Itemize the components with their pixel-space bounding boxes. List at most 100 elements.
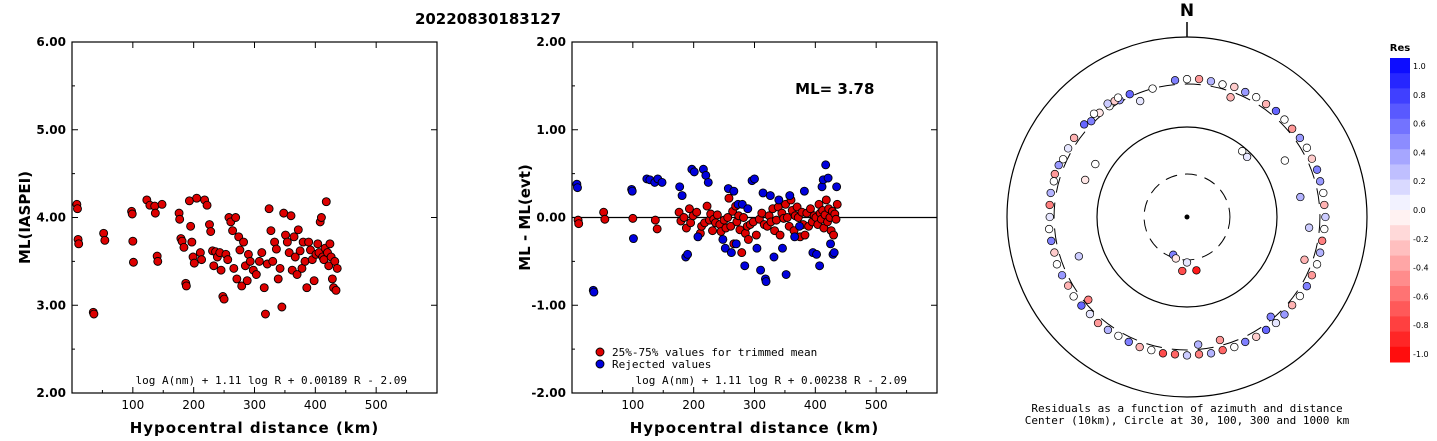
data-point: [266, 226, 276, 236]
data-point: [261, 309, 270, 319]
trimmed-point: [739, 213, 748, 222]
data-point: [275, 263, 285, 273]
data-point: [181, 281, 191, 291]
rejected-point: [778, 243, 787, 253]
rejected-point: [720, 243, 730, 253]
data-point: [316, 213, 326, 222]
colorbar-swatch: [1390, 255, 1410, 272]
rejected-point: [821, 160, 831, 170]
station-point: [1271, 318, 1281, 328]
data-point: [153, 256, 163, 266]
x-axis-label: Hypocentral distance (km): [130, 419, 380, 437]
station-point: [1241, 337, 1250, 347]
caption-line-1: Residuals as a function of azimuth and d…: [1031, 402, 1342, 415]
colorbar-swatch: [1390, 316, 1410, 333]
trimmed-point: [723, 213, 733, 222]
data-point: [187, 237, 197, 247]
trimmed-point: [751, 230, 761, 240]
data-point: [273, 274, 283, 284]
residual-vs-distance-panel: 100 200 300 400 500 -2.00 -1.00 0.00 1.00 2.00 Hyp…: [516, 35, 938, 437]
north-label: N: [1180, 1, 1194, 21]
rejected-point: [785, 191, 795, 201]
station-point: [1194, 340, 1203, 349]
y-tick-label: 4.00: [36, 211, 66, 225]
rejected-point: [683, 249, 693, 259]
trimmed-point: [628, 213, 638, 223]
rejected-point: [769, 252, 779, 262]
colorbar-swatch: [1390, 73, 1410, 89]
station-point: [1261, 99, 1271, 109]
data-point: [231, 213, 241, 222]
data-point: [206, 227, 216, 236]
colorbar-swatch: [1390, 240, 1410, 257]
station-point: [1295, 133, 1305, 143]
y-tick-label: 2.00: [36, 386, 66, 400]
station-point: [1315, 248, 1325, 257]
station-point: [1218, 80, 1227, 89]
colorbar-tick-label: 0.2: [1413, 177, 1426, 186]
rejected-point: [573, 183, 582, 193]
station-point: [1312, 165, 1322, 174]
colorbar-swatch: [1390, 270, 1410, 287]
station-point: [1192, 266, 1201, 275]
colorbar-tick-label: 1.0: [1413, 62, 1426, 71]
rejected-point: [823, 173, 833, 183]
station-point: [1124, 337, 1133, 347]
station-point: [1241, 87, 1250, 97]
rejected-point: [752, 243, 762, 253]
station-point: [1113, 93, 1123, 102]
trimmed-point: [724, 193, 734, 203]
trimmed-point: [831, 214, 841, 224]
station-point: [1206, 349, 1216, 358]
data-point: [245, 256, 255, 266]
trimmed-point: [829, 230, 839, 240]
y-tick-label: -2.00: [531, 386, 566, 400]
data-point: [128, 236, 138, 246]
data-point: [219, 294, 229, 304]
y-tick-label: 5.00: [36, 123, 66, 137]
colorbar-tick-label: -1.0: [1413, 350, 1429, 359]
data-point: [242, 276, 252, 286]
trimmed-point: [743, 234, 753, 244]
data-point: [259, 283, 269, 293]
data-point: [325, 239, 335, 249]
station-point: [1261, 325, 1271, 335]
data-point: [127, 209, 137, 219]
data-point: [292, 270, 302, 279]
trimmed-point: [726, 221, 736, 231]
colorbar-swatch: [1390, 346, 1410, 363]
trimmed-point: [782, 213, 792, 222]
data-point: [327, 274, 337, 284]
colorbar-swatch: [1390, 164, 1410, 181]
colorbar-tick-label: -0.4: [1413, 264, 1429, 273]
rejected-point: [703, 177, 713, 187]
colorbar-swatch: [1390, 88, 1410, 105]
station-point: [1158, 349, 1168, 358]
station-point: [1063, 281, 1073, 290]
station-point: [1148, 84, 1157, 93]
data-point: [321, 197, 331, 207]
trimmed-point: [574, 219, 584, 229]
rejected-point: [726, 248, 736, 258]
station-point: [1084, 295, 1093, 304]
station-point: [1302, 282, 1312, 291]
data-point: [186, 221, 196, 231]
station-point: [1058, 155, 1068, 164]
station-point: [1271, 106, 1281, 116]
station-point: [1238, 147, 1247, 156]
data-point: [268, 256, 278, 266]
colorbar-swatch: [1390, 103, 1410, 120]
station-point: [1252, 332, 1261, 342]
data-point: [232, 274, 242, 284]
rejected-point: [750, 174, 759, 184]
data-point: [229, 263, 239, 273]
station-point: [1307, 154, 1317, 163]
y-axis-label: ML(IASPEI): [16, 171, 34, 264]
ml-annotation: ML= 3.78: [795, 80, 874, 98]
station-point: [1182, 258, 1192, 267]
rejected-point: [740, 261, 750, 271]
data-point: [309, 276, 319, 286]
legend-marker: [595, 359, 605, 369]
rejected-point: [628, 234, 638, 244]
colorbar-tick-label: -0.2: [1413, 235, 1429, 244]
